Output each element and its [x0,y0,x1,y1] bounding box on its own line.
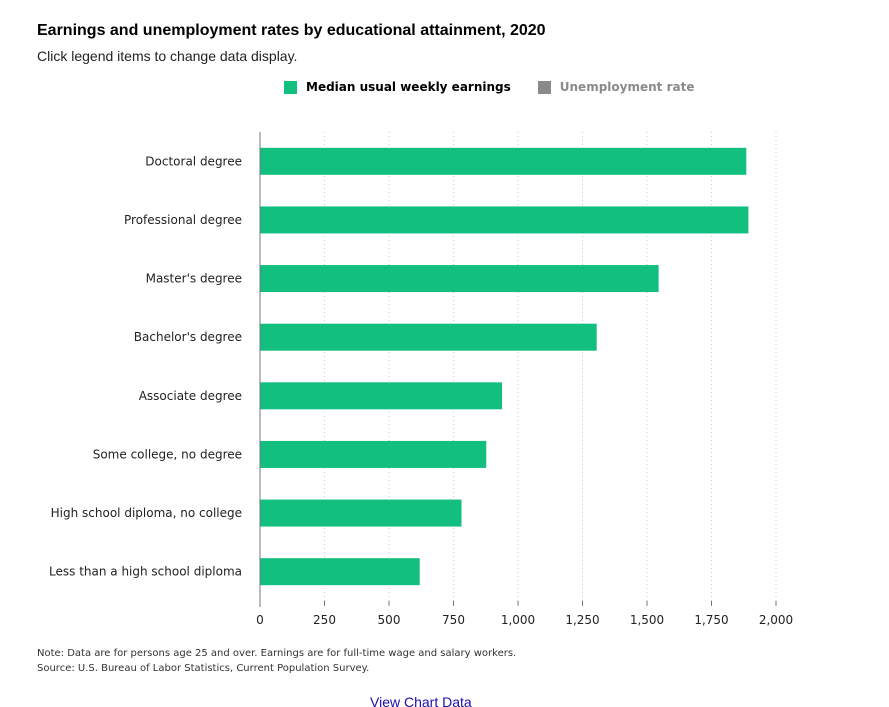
legend-item-earnings[interactable]: Median usual weekly earnings [284,80,511,94]
legend-swatch-unemployment [537,80,551,94]
x-tick-label: 750 [442,613,465,627]
bar [260,265,659,293]
x-tick-label: 500 [378,613,401,627]
bar [260,382,503,410]
category-label: Less than a high school diploma [49,565,242,579]
category-label: Master's degree [146,272,242,286]
bar [260,558,420,586]
category-label: Professional degree [124,213,242,227]
bar [260,499,462,527]
bar-chart: Doctoral degree Professional degree Master… [49,132,793,627]
category-label: Doctoral degree [145,154,242,168]
legend: Median usual weekly earnings Unemploymen… [284,80,694,94]
category-label: High school diploma, no college [51,506,242,520]
legend-label-earnings: Median usual weekly earnings [306,80,511,94]
x-tick-label: 1,750 [694,613,728,627]
x-tick-label: 1,250 [565,613,599,627]
chart-notes: Note: Data are for persons age 25 and ov… [37,646,516,676]
x-tick-label: 0 [256,613,264,627]
chart-title: Earnings and unemployment rates by educa… [37,22,546,39]
x-tick-label: 1,500 [630,613,664,627]
bar [260,147,747,175]
x-tick-label: 250 [313,613,336,627]
x-tick-label: 1,000 [501,613,535,627]
legend-swatch-earnings [284,80,297,94]
chart-source: Source: U.S. Bureau of Labor Statistics,… [37,663,370,674]
category-label: Associate degree [139,389,242,403]
bar [260,440,487,468]
x-tick-label: 2,000 [759,613,793,627]
legend-label-unemployment: Unemployment rate [559,80,695,94]
chart-note: Note: Data are for persons age 25 and ov… [37,648,517,659]
legend-item-unemployment[interactable]: Unemployment rate [537,80,695,94]
view-chart-data-link[interactable]: View Chart Data [370,694,472,707]
category-label: Some college, no degree [93,447,242,461]
category-label: Bachelor's degree [134,330,242,344]
bar [260,206,749,234]
chart-subtitle: Click legend items to change data displa… [37,48,298,64]
bar [260,323,597,351]
